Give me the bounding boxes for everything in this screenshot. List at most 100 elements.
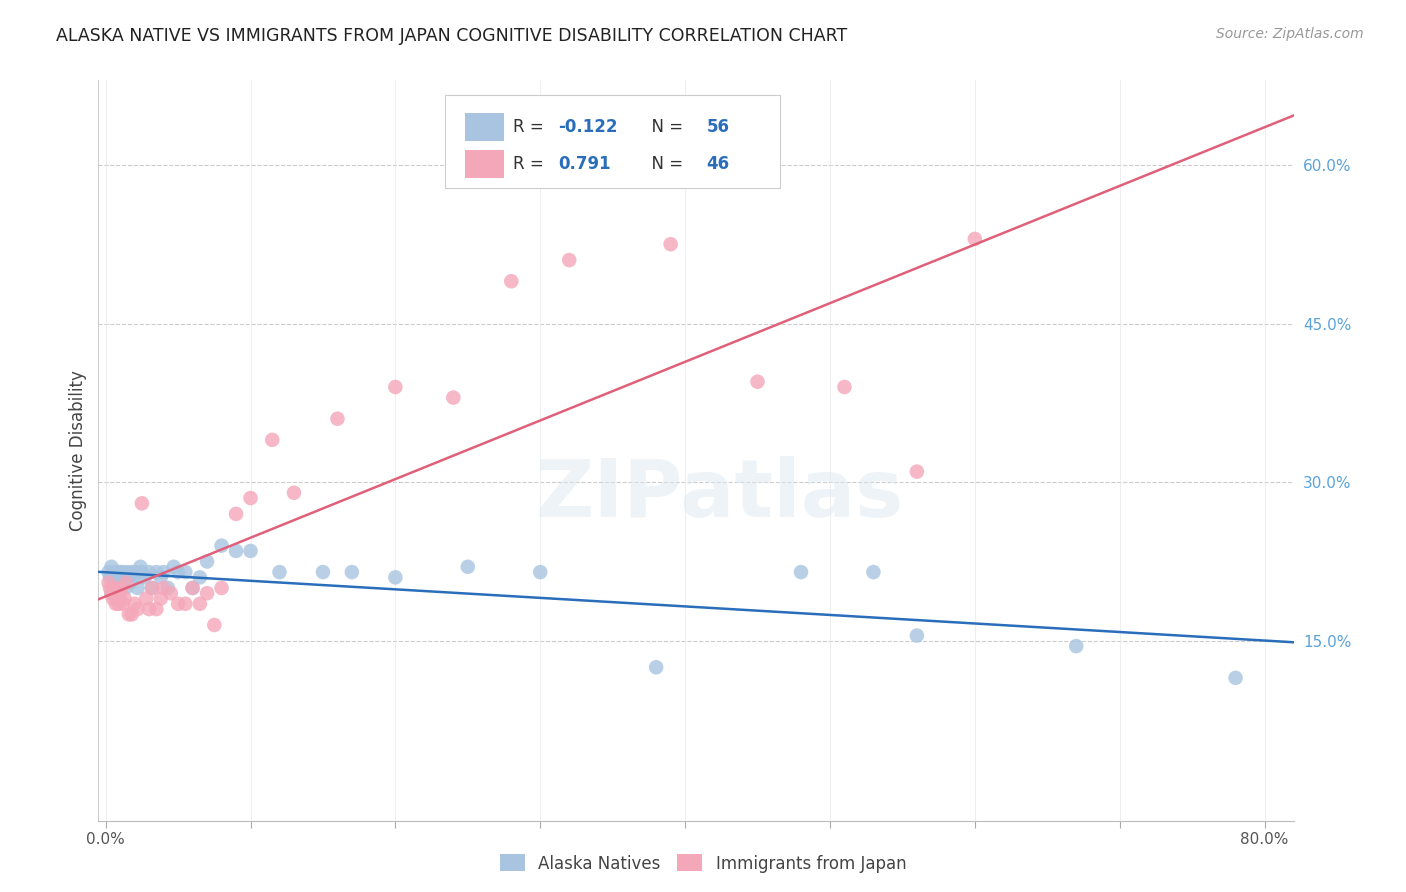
Text: ALASKA NATIVE VS IMMIGRANTS FROM JAPAN COGNITIVE DISABILITY CORRELATION CHART: ALASKA NATIVE VS IMMIGRANTS FROM JAPAN C…	[56, 27, 848, 45]
Legend: Alaska Natives, Immigrants from Japan: Alaska Natives, Immigrants from Japan	[494, 847, 912, 880]
Point	[225, 544, 247, 558]
Point	[110, 570, 132, 584]
Point	[340, 565, 363, 579]
Point	[124, 597, 146, 611]
Y-axis label: Cognitive Disability: Cognitive Disability	[69, 370, 87, 531]
Point	[312, 565, 335, 579]
Point	[269, 565, 291, 579]
Text: N =: N =	[641, 155, 689, 173]
Point	[529, 565, 551, 579]
Point	[131, 565, 153, 579]
Point	[138, 565, 160, 579]
Text: 0.791: 0.791	[558, 155, 612, 173]
Point	[121, 607, 143, 622]
Point	[834, 380, 856, 394]
Point	[225, 507, 247, 521]
Point	[174, 597, 197, 611]
Text: 46: 46	[707, 155, 730, 173]
Point	[105, 586, 128, 600]
Point	[110, 581, 132, 595]
Point	[384, 380, 406, 394]
Point	[97, 565, 120, 579]
Point	[101, 581, 124, 595]
Point	[645, 660, 668, 674]
Point	[124, 565, 146, 579]
Point	[108, 591, 131, 606]
Point	[862, 565, 884, 579]
Point	[141, 581, 163, 595]
Point	[659, 237, 682, 252]
Point	[103, 575, 125, 590]
Point	[101, 591, 124, 606]
Point	[181, 581, 204, 595]
Text: Source: ZipAtlas.com: Source: ZipAtlas.com	[1216, 27, 1364, 41]
Point	[747, 375, 769, 389]
Point	[202, 618, 225, 632]
Text: R =: R =	[513, 118, 550, 136]
Point	[156, 581, 179, 595]
Point	[98, 581, 121, 595]
Point	[163, 559, 186, 574]
Point	[134, 570, 156, 584]
Point	[195, 586, 218, 600]
Point	[326, 411, 349, 425]
FancyBboxPatch shape	[465, 150, 503, 178]
Point	[121, 565, 143, 579]
Point	[131, 496, 153, 510]
Point	[118, 570, 141, 584]
Point	[181, 581, 204, 595]
FancyBboxPatch shape	[446, 95, 780, 187]
Point	[152, 581, 174, 595]
Point	[105, 575, 128, 590]
Point	[283, 485, 305, 500]
Point	[100, 586, 122, 600]
Point	[120, 575, 142, 590]
Point	[239, 544, 262, 558]
Text: -0.122: -0.122	[558, 118, 619, 136]
Point	[98, 570, 121, 584]
FancyBboxPatch shape	[465, 113, 503, 141]
Point	[103, 586, 125, 600]
Point	[141, 581, 163, 595]
Text: R =: R =	[513, 155, 554, 173]
Point	[127, 581, 149, 595]
Point	[905, 628, 928, 642]
Point	[211, 581, 233, 595]
Point	[114, 591, 136, 606]
Point	[129, 559, 152, 574]
Point	[441, 391, 464, 405]
Point	[135, 591, 157, 606]
Point	[100, 586, 122, 600]
Point	[790, 565, 813, 579]
Point	[149, 591, 172, 606]
Point	[108, 581, 131, 595]
Point	[188, 570, 211, 584]
Point	[174, 565, 197, 579]
Point	[127, 602, 149, 616]
Point	[104, 570, 127, 584]
Point	[167, 565, 190, 579]
Point	[160, 586, 183, 600]
Point	[1064, 639, 1087, 653]
Point	[101, 565, 124, 579]
Point	[457, 559, 479, 574]
Point	[97, 575, 120, 590]
Point	[112, 565, 135, 579]
Point	[107, 597, 129, 611]
Point	[963, 232, 986, 246]
Point	[105, 565, 128, 579]
Point	[145, 602, 167, 616]
Point	[112, 597, 135, 611]
Point	[501, 274, 523, 288]
Text: N =: N =	[641, 118, 689, 136]
Point	[104, 597, 127, 611]
Point	[145, 565, 167, 579]
Text: ZIPatlas: ZIPatlas	[536, 456, 904, 534]
Point	[152, 565, 174, 579]
Point	[100, 559, 122, 574]
Point	[108, 565, 131, 579]
Point	[104, 581, 127, 595]
Point	[384, 570, 406, 584]
Point	[558, 253, 581, 268]
Point	[114, 575, 136, 590]
